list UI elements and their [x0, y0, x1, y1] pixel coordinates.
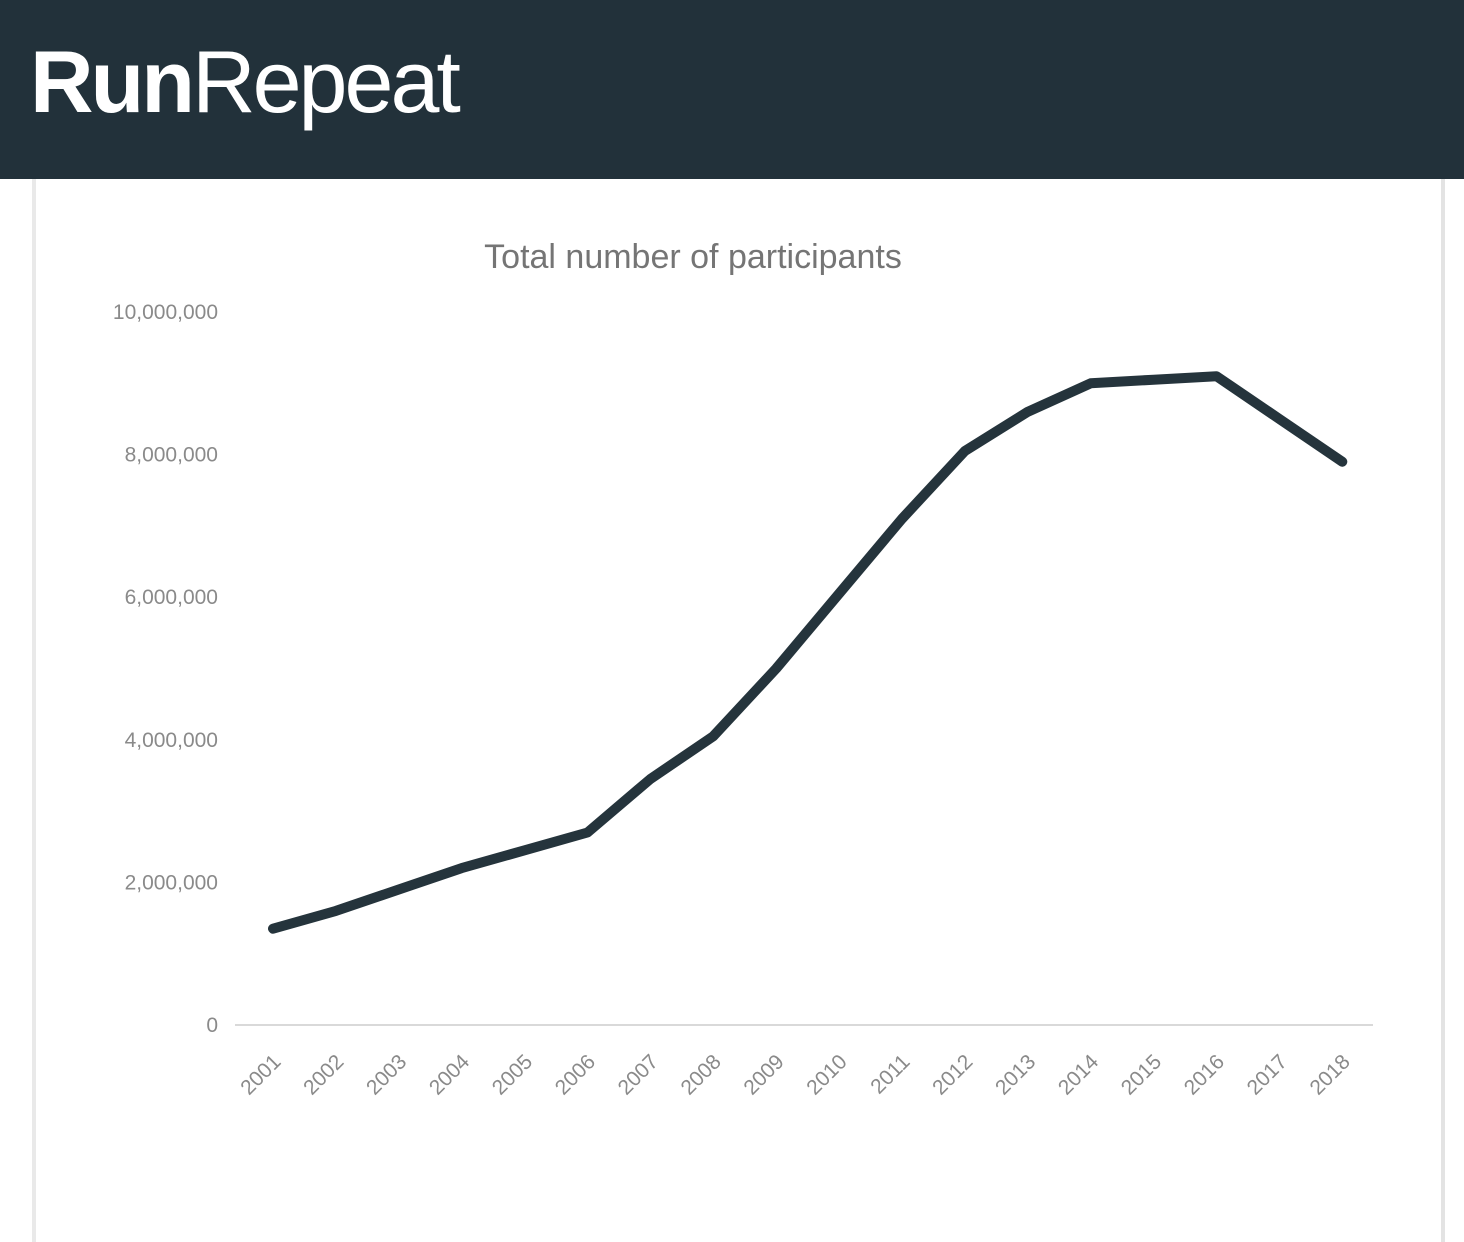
x-tick-label: 2015	[1117, 1050, 1166, 1099]
x-tick-label: 2017	[1243, 1050, 1292, 1099]
header: RunRepeat	[0, 0, 1464, 179]
y-tick-label: 10,000,000	[113, 301, 218, 324]
brand-logo: RunRepeat	[30, 37, 461, 126]
x-tick-label: 2010	[802, 1050, 851, 1099]
x-tick-label: 2013	[991, 1050, 1040, 1099]
y-tick-label: 6,000,000	[125, 586, 218, 609]
chart-title: Total number of participants	[484, 238, 902, 276]
y-tick-label: 4,000,000	[125, 729, 218, 752]
x-tick-label: 2011	[866, 1050, 914, 1098]
x-tick-label: 2005	[488, 1050, 537, 1099]
x-tick-label: 2016	[1180, 1050, 1229, 1099]
x-tick-label: 2004	[425, 1050, 475, 1100]
x-tick-label: 2001	[236, 1050, 285, 1099]
x-tick-label: 2018	[1306, 1050, 1355, 1099]
x-tick-label: 2009	[739, 1050, 788, 1099]
chart-card-left-border	[32, 179, 36, 1242]
chart-card-right-border	[1441, 179, 1445, 1242]
x-tick-label: 2007	[614, 1050, 663, 1099]
x-tick-label: 2002	[299, 1050, 348, 1099]
x-tick-label: 2003	[362, 1050, 411, 1099]
y-tick-label: 2,000,000	[125, 871, 218, 894]
x-tick-label: 2012	[928, 1050, 977, 1099]
x-axis-tick-labels: 2001 2002 2003 2004 2005 2006 2007 2008 2009 2010…	[236, 1050, 1355, 1100]
y-axis-tick-labels: 0 2,000,000 4,000,000 6,000,000 8,000,000 10,…	[113, 301, 218, 1037]
y-tick-label: 0	[206, 1014, 218, 1037]
participants-line-series	[268, 371, 1348, 934]
brand-logo-repeat: Repeat	[192, 31, 461, 131]
line-chart: Total number of participants 0 2,000,000 4…	[113, 238, 1373, 1100]
brand-logo-run: Run	[30, 31, 195, 131]
x-tick-label: 2008	[677, 1050, 726, 1099]
y-tick-label: 8,000,000	[125, 444, 218, 467]
x-tick-label: 2006	[551, 1050, 600, 1099]
x-tick-label: 2014	[1054, 1050, 1104, 1100]
